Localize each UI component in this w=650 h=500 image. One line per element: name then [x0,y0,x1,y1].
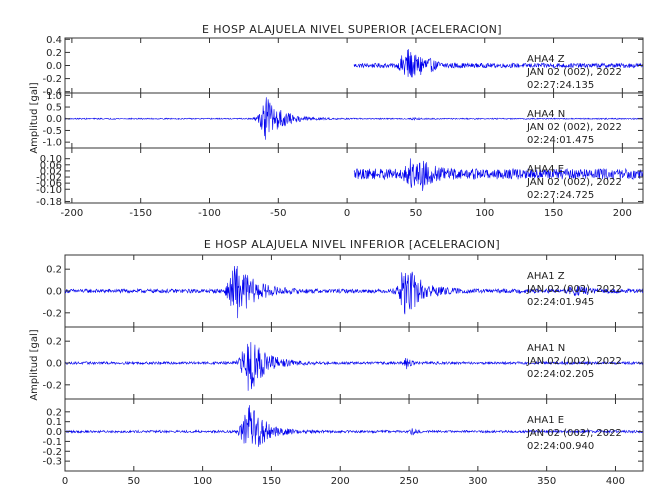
bottom-xtick-label: 400 [606,476,625,487]
bottom-xtick-label: 250 [400,476,419,487]
bottom-panel-e-waveform [64,405,644,447]
top-panel-z-ytick-label: 0.4 [46,35,62,46]
bottom-panel-e-frame [64,398,644,472]
bottom-panel-z-time-label: 02:24:01.945 [527,297,594,308]
top-panel-n-ytick-label: -0.5 [42,126,62,137]
top-xtick-label: 100 [475,208,494,219]
bottom-panel-n-waveform [64,342,644,391]
bottom-xtick-label: 300 [468,476,487,487]
top-panel-z: -0.4 -0.2 0.0 0.2 0.4 AHA4 Z JAN 02 (002), 202… [42,35,644,98]
top-chart-ylabel: Amplitud [gal] [29,82,40,153]
bottom-panel-n-time-label: 02:24:02.205 [527,369,594,380]
bottom-panel-e-station-label: AHA1 E [527,415,564,426]
bottom-panel-n-ytick-label: 0.2 [46,337,62,348]
top-panel-e-waveform [353,158,644,191]
top-panel-e-ytick-label: -0.10 [36,185,62,196]
bottom-panel-n-date-label: JAN 02 (002), 2022 [526,356,622,367]
top-panel-z-waveform [353,49,644,78]
top-panel-e-frame [64,147,644,204]
bottom-panel-e-date-label: JAN 02 (002), 2022 [526,428,622,439]
top-xtick-label: -200 [61,208,84,219]
top-chart-plot: -0.4 -0.2 0.0 0.2 0.4 AHA4 Z JAN 02 (002), 202… [36,35,644,219]
bottom-xtick-label: 100 [193,476,212,487]
bottom-panel-n-station-label: AHA1 N [527,343,565,354]
top-xtick-label: 200 [613,208,632,219]
bottom-chart-title: E HOSP ALAJUELA NIVEL INFERIOR [ACELERAC… [204,238,500,251]
bottom-panel-z-station-label: AHA1 Z [527,271,565,282]
bottom-xtick-label: 200 [331,476,350,487]
top-panel-z-station-label: AHA4 Z [527,54,565,65]
top-panel-e-time-label: 02:27:24.725 [527,190,594,201]
top-panel-n-ytick-label: 0.5 [46,103,62,114]
bottom-panel-e-ytick-label: -0.1 [42,437,62,448]
top-panel-e-station-label: AHA4 E [527,164,564,175]
top-panel-e-ytick-label: 0.10 [40,154,62,165]
top-panel-n-ytick-label: 1.0 [46,91,62,102]
bottom-panel-e-time-label: 02:24:00.940 [527,441,594,452]
top-panel-n-station-label: AHA4 N [527,109,565,120]
top-xtick-label: -100 [198,208,221,219]
bottom-panel-z-ytick-label: 0.0 [46,287,62,298]
top-panel-z-ytick-label: -0.4 [42,87,62,98]
top-panel-n-time-label: 02:24:01.475 [527,135,594,146]
bottom-xtick-label: 350 [537,476,556,487]
top-panel-z-date-label: JAN 02 (002), 2022 [526,67,622,78]
bottom-panel-n: -0.2 0.0 0.2 AHA1 N JAN 02 (002), 2022 02:24:… [42,326,644,400]
top-panel-z-time-label: 02:27:24.135 [527,80,594,91]
top-panel-z-ytick-label: 0.0 [46,61,62,72]
top-panel-e-ytick-label: -0.02 [36,173,62,184]
bottom-chart: E HOSP ALAJUELA NIVEL INFERIOR [ACELERAC… [29,238,644,487]
bottom-panel-e-ytick-label: 0.1 [46,417,62,428]
bottom-panel-z-ytick-label: -0.2 [42,308,62,319]
top-xtick-label: -50 [270,208,286,219]
bottom-panel-z-ytick-label: 0.2 [46,265,62,276]
bottom-panel-e-ytick-label: -0.2 [42,447,62,458]
top-panel-z-ytick-label: -0.2 [42,74,62,85]
top-chart: E HOSP ALAJUELA NIVEL SUPERIOR [ACELERAC… [29,23,644,219]
bottom-panel-z-waveform [64,265,644,319]
bottom-panel-e-ytick-label: -0.3 [42,457,62,468]
bottom-panel-n-ytick-label: -0.2 [42,380,62,391]
top-xtick-label: -150 [129,208,152,219]
top-xtick-label: 150 [544,208,563,219]
bottom-panel-e: -0.3-0.2-0.10.00.10.2 AHA1 E JAN 02 (002),… [42,398,644,472]
top-panel-e-ytick-label: 0.06 [40,160,62,171]
top-panel-e-ytick-label: 0.02 [40,166,62,177]
top-panel-z-ytick-label: 0.2 [46,48,62,59]
bottom-panel-e-ytick-label: 0.0 [46,427,62,438]
bottom-panel-n-ytick-label: 0.0 [46,359,62,370]
bottom-chart-plot: -0.2 0.0 0.2 AHA1 Z JAN 02 (002), 2022 02:24:… [42,254,644,487]
top-panel-e-date-label: JAN 02 (002), 2022 [526,177,622,188]
bottom-xtick-label: 0 [62,476,68,487]
bottom-xtick-label: 150 [262,476,281,487]
top-chart-title: E HOSP ALAJUELA NIVEL SUPERIOR [ACELERAC… [202,23,502,36]
top-panel-e-ytick-label: -0.18 [36,197,62,208]
top-panel-n-ytick-label: 0.0 [46,114,62,125]
top-panel-n-date-label: JAN 02 (002), 2022 [526,122,622,133]
top-panel-e-ytick-label: -0.06 [36,179,62,190]
bottom-panel-z: -0.2 0.0 0.2 AHA1 Z JAN 02 (002), 2022 02:24:… [42,254,644,328]
bottom-xtick-label: 50 [127,476,140,487]
top-xtick-label: 0 [344,208,350,219]
bottom-chart-ylabel: Amplitud [gal] [29,329,40,400]
top-panel-n-waveform [64,97,644,140]
bottom-panel-e-ytick-label: 0.2 [46,407,62,418]
bottom-panel-z-date-label: JAN 02 (002), 2022 [526,284,622,295]
top-panel-e: -0.18-0.10-0.06-0.020.020.060.10 AHA4 E JA… [36,147,644,208]
top-panel-n: -1.0-0.50.00.51.0 AHA4 N JAN 02 (002), 202… [42,91,644,149]
top-xtick-label: 50 [410,208,423,219]
top-panel-n-ytick-label: -1.0 [42,138,62,149]
